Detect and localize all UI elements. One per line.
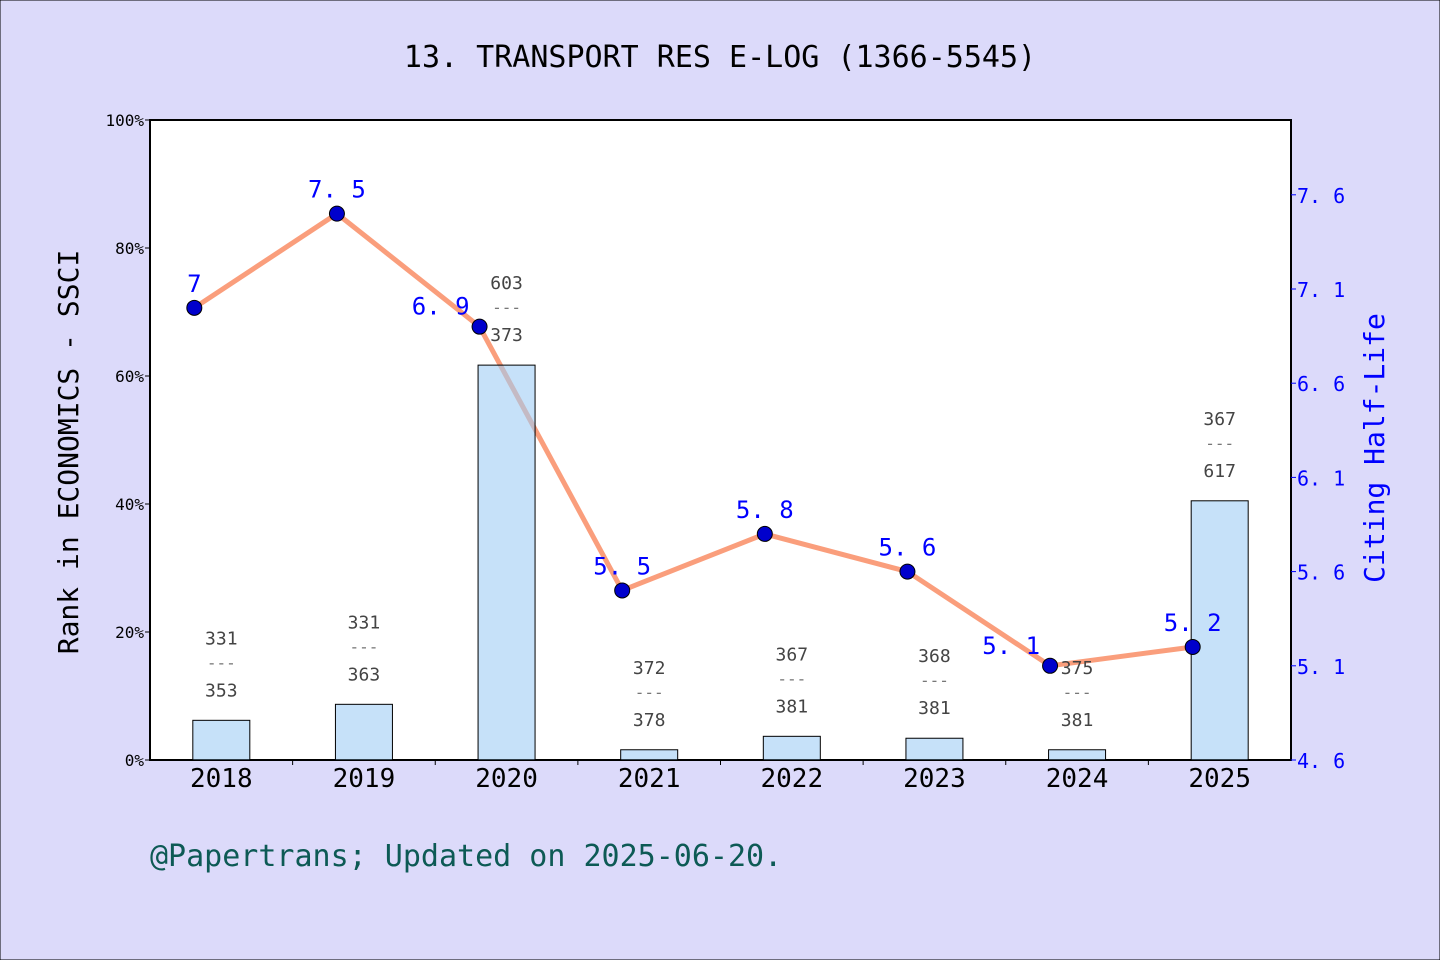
right-tick-label: 4. 6 bbox=[1297, 749, 1345, 773]
right-tick-label: 7. 6 bbox=[1297, 184, 1345, 208]
right-tick-label: 7. 1 bbox=[1297, 278, 1345, 302]
half-life-value-label: 5. 6 bbox=[879, 534, 937, 562]
total-label: 373 bbox=[490, 325, 523, 346]
total-label: 363 bbox=[348, 664, 381, 685]
left-tick-label: 0% bbox=[125, 751, 145, 770]
half-life-point bbox=[1184, 638, 1201, 655]
x-tick-label: 2019 bbox=[333, 764, 396, 794]
rank-bar bbox=[1190, 500, 1249, 761]
rank-separator: --- bbox=[349, 637, 378, 656]
half-life-point bbox=[328, 205, 345, 222]
rank-bar bbox=[1048, 749, 1107, 761]
left-axis-label: Rank in ECONOMICS - SSCI bbox=[52, 250, 85, 655]
rank-bar bbox=[620, 749, 679, 761]
rank-label: 331 bbox=[205, 628, 238, 649]
rank-bar bbox=[334, 703, 393, 761]
right-tick-label: 6. 6 bbox=[1297, 372, 1345, 396]
rank-bar bbox=[905, 737, 964, 761]
rank-separator: --- bbox=[207, 653, 236, 672]
x-tick-label: 2018 bbox=[190, 764, 253, 794]
right-tick-label: 5. 1 bbox=[1297, 655, 1345, 679]
rank-separator: --- bbox=[920, 671, 949, 690]
x-tick-label: 2024 bbox=[1046, 764, 1109, 794]
half-life-point bbox=[899, 563, 916, 580]
rank-label: 367 bbox=[1203, 409, 1236, 430]
left-tick-label: 100% bbox=[105, 111, 144, 130]
rank-label: 331 bbox=[348, 612, 381, 633]
half-life-value-label: 7. 5 bbox=[308, 176, 366, 204]
plot-area bbox=[149, 119, 1292, 761]
rank-separator: --- bbox=[1205, 434, 1234, 453]
half-life-point bbox=[1042, 657, 1059, 674]
half-life-value-label: 7 bbox=[187, 270, 201, 298]
rank-label: 603 bbox=[490, 273, 523, 294]
half-life-point bbox=[614, 582, 631, 599]
chart-title: 13. TRANSPORT RES E-LOG (1366-5545) bbox=[404, 40, 1036, 75]
rank-separator: --- bbox=[492, 298, 521, 317]
rank-separator: --- bbox=[635, 683, 664, 702]
total-label: 353 bbox=[205, 680, 238, 701]
footer-credit: @Papertrans; Updated on 2025-06-20. bbox=[150, 839, 782, 874]
left-tick-label: 40% bbox=[115, 495, 144, 514]
rank-label: 375 bbox=[1061, 658, 1094, 679]
half-life-value-label: 5. 1 bbox=[982, 632, 1040, 660]
x-tick-label: 2023 bbox=[903, 764, 966, 794]
half-life-point bbox=[471, 318, 488, 335]
total-label: 381 bbox=[776, 696, 809, 717]
x-tick-label: 2020 bbox=[475, 764, 538, 794]
rank-separator: --- bbox=[1063, 683, 1092, 702]
half-life-line bbox=[192, 211, 1194, 669]
half-life-value-label: 6. 9 bbox=[412, 293, 470, 321]
total-label: 378 bbox=[633, 710, 666, 731]
x-tick-label: 2025 bbox=[1188, 764, 1251, 794]
rank-bar bbox=[477, 364, 536, 761]
total-label: 381 bbox=[1061, 710, 1094, 731]
rank-separator: --- bbox=[777, 669, 806, 688]
left-tick-label: 60% bbox=[115, 367, 144, 386]
total-label: 617 bbox=[1203, 461, 1236, 482]
x-tick-label: 2021 bbox=[618, 764, 681, 794]
x-tick-label: 2022 bbox=[761, 764, 824, 794]
half-life-value-label: 5. 8 bbox=[736, 496, 794, 524]
right-axis-label: Citing Half-Life bbox=[1358, 313, 1391, 583]
half-life-value-label: 5. 5 bbox=[593, 552, 651, 580]
right-tick-label: 6. 1 bbox=[1297, 466, 1345, 490]
rank-label: 372 bbox=[633, 658, 666, 679]
total-label: 381 bbox=[918, 698, 951, 719]
left-tick-label: 80% bbox=[115, 239, 144, 258]
rank-bar bbox=[762, 735, 821, 761]
rank-label: 368 bbox=[918, 646, 951, 667]
half-life-point bbox=[186, 299, 203, 316]
rank-label: 367 bbox=[776, 644, 809, 665]
right-tick-label: 5. 6 bbox=[1297, 561, 1345, 585]
left-tick-label: 20% bbox=[115, 623, 144, 642]
half-life-point bbox=[756, 525, 773, 542]
rank-bar bbox=[192, 719, 251, 761]
half-life-value-label: 5. 2 bbox=[1164, 609, 1222, 637]
